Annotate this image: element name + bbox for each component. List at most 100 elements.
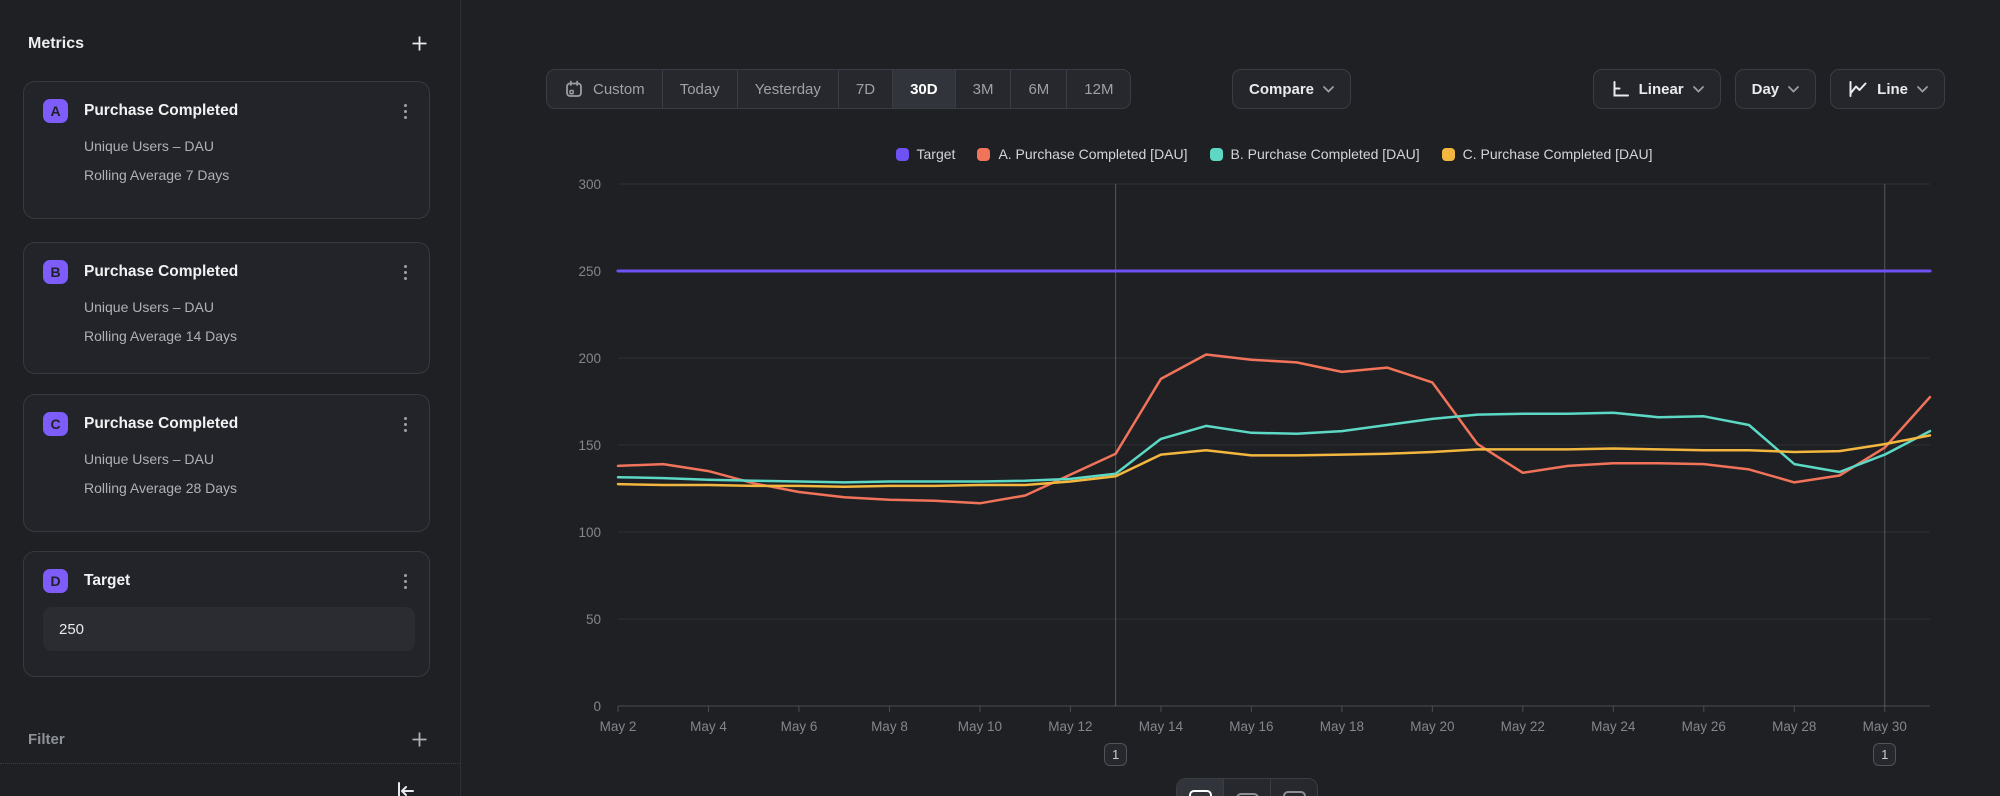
series-line-3 <box>618 435 1930 486</box>
legend-swatch <box>1442 148 1455 161</box>
range-option-label: 7D <box>856 81 875 98</box>
legend-item-0[interactable]: Target <box>896 146 956 162</box>
chevron-down-icon <box>1323 86 1334 93</box>
kebab-menu-icon[interactable] <box>398 570 413 593</box>
add-filter-button[interactable] <box>409 729 430 750</box>
target-title: Target <box>84 572 398 590</box>
metric-badge-c: C <box>43 412 68 436</box>
range-option-6m[interactable]: 6M <box>1010 70 1066 108</box>
compare-button[interactable]: Compare <box>1232 69 1351 109</box>
chart-type-button[interactable]: Line <box>1830 69 1945 109</box>
metric-measure[interactable]: Unique Users – DAU <box>84 299 413 315</box>
chart-size-medium-button[interactable] <box>1223 779 1270 796</box>
range-option-label: 3M <box>973 81 994 98</box>
range-option-label: 6M <box>1028 81 1049 98</box>
x-axis-label: May 10 <box>958 719 1002 734</box>
plus-icon <box>411 731 428 748</box>
range-option-30d[interactable]: 30D <box>892 70 955 108</box>
chart-type-label: Line <box>1877 81 1908 98</box>
metric-measure[interactable]: Unique Users – DAU <box>84 451 413 467</box>
chevron-down-icon <box>1693 86 1704 93</box>
legend-label: A. Purchase Completed [DAU] <box>998 146 1187 162</box>
x-axis-label: May 6 <box>781 719 818 734</box>
x-axis-label: May 16 <box>1229 719 1273 734</box>
axis-linear-icon <box>1610 79 1630 99</box>
chart-size-small-button[interactable] <box>1270 779 1317 796</box>
legend-swatch <box>896 148 909 161</box>
target-card[interactable]: D Target <box>23 551 430 677</box>
chevron-down-icon <box>1788 86 1799 93</box>
range-option-label: 12M <box>1084 81 1113 98</box>
legend-item-2[interactable]: B. Purchase Completed [DAU] <box>1210 146 1420 162</box>
range-option-12m[interactable]: 12M <box>1066 70 1130 108</box>
add-metric-button[interactable] <box>409 33 430 54</box>
metric-title: Purchase Completed <box>84 263 398 281</box>
granularity-label: Day <box>1752 81 1780 98</box>
x-axis-label: May 24 <box>1591 719 1636 734</box>
metric-transform[interactable]: Rolling Average 14 Days <box>84 328 413 344</box>
range-option-label: Yesterday <box>755 81 821 98</box>
metric-title: Purchase Completed <box>84 102 398 120</box>
metric-card-header: C Purchase Completed <box>43 412 413 436</box>
metric-transform[interactable]: Rolling Average 7 Days <box>84 167 413 183</box>
chart-size-large-button[interactable] <box>1177 779 1223 796</box>
date-range-control: Custom Today Yesterday 7D 30D 3M 6M 12M <box>546 69 1131 109</box>
chevron-down-icon <box>1917 86 1928 93</box>
chart-size-control <box>1176 778 1318 796</box>
metric-card-b[interactable]: B Purchase Completed Unique Users – DAU … <box>23 242 430 374</box>
collapse-left-icon <box>393 780 417 796</box>
x-axis-label: May 20 <box>1410 719 1454 734</box>
granularity-button[interactable]: Day <box>1735 69 1817 109</box>
scale-label: Linear <box>1639 81 1684 98</box>
x-axis-label: May 4 <box>690 719 727 734</box>
annotation-badge[interactable]: 1 <box>1104 743 1127 766</box>
x-axis-label: May 30 <box>1863 719 1907 734</box>
annotation-badge[interactable]: 1 <box>1873 743 1896 766</box>
x-axis-label: May 8 <box>871 719 908 734</box>
plus-icon <box>411 35 428 52</box>
x-axis-label: May 22 <box>1501 719 1545 734</box>
y-axis-label: 300 <box>578 177 601 192</box>
x-axis-label: May 2 <box>600 719 637 734</box>
kebab-menu-icon[interactable] <box>398 100 413 123</box>
metric-badge-b: B <box>43 260 68 284</box>
legend-swatch <box>977 148 990 161</box>
range-option-custom[interactable]: Custom <box>547 70 662 108</box>
range-option-7d[interactable]: 7D <box>838 70 892 108</box>
legend-item-1[interactable]: A. Purchase Completed [DAU] <box>977 146 1187 162</box>
chart-size-small-icon <box>1283 791 1306 796</box>
scale-button[interactable]: Linear <box>1593 69 1721 109</box>
range-option-today[interactable]: Today <box>662 70 737 108</box>
metrics-sidebar: Metrics A Purchase Completed Unique User… <box>0 0 461 796</box>
line-chart-icon <box>1847 79 1868 99</box>
metric-card-a[interactable]: A Purchase Completed Unique Users – DAU … <box>23 81 430 219</box>
legend-item-3[interactable]: C. Purchase Completed [DAU] <box>1442 146 1653 162</box>
legend-label: B. Purchase Completed [DAU] <box>1231 146 1420 162</box>
chart-display-controls: Linear Day Line <box>1593 69 1945 109</box>
target-value-input[interactable] <box>43 607 415 651</box>
target-card-header: D Target <box>43 569 413 593</box>
series-line-1 <box>618 355 1930 504</box>
chart-legend: Target A. Purchase Completed [DAU] B. Purc… <box>618 146 1930 162</box>
x-axis-label: May 18 <box>1320 719 1364 734</box>
x-axis-label: May 26 <box>1682 719 1726 734</box>
kebab-menu-icon[interactable] <box>398 413 413 436</box>
sidebar-header: Metrics <box>28 33 430 54</box>
range-option-3m[interactable]: 3M <box>955 70 1011 108</box>
range-option-label: Today <box>680 81 720 98</box>
sidebar-title: Metrics <box>28 35 84 53</box>
collapse-sidebar-button[interactable] <box>393 780 417 796</box>
range-option-yesterday[interactable]: Yesterday <box>737 70 838 108</box>
y-axis-label: 250 <box>578 264 601 279</box>
metric-measure[interactable]: Unique Users – DAU <box>84 138 413 154</box>
metric-badge-d: D <box>43 569 68 593</box>
kebab-menu-icon[interactable] <box>398 261 413 284</box>
y-axis-label: 50 <box>586 612 601 627</box>
metric-transform[interactable]: Rolling Average 28 Days <box>84 480 413 496</box>
metric-badge-a: A <box>43 99 68 123</box>
calendar-icon <box>564 79 584 99</box>
series-line-2 <box>618 413 1930 483</box>
y-axis-label: 100 <box>578 525 601 540</box>
metric-card-c[interactable]: C Purchase Completed Unique Users – DAU … <box>23 394 430 532</box>
legend-label: C. Purchase Completed [DAU] <box>1463 146 1653 162</box>
